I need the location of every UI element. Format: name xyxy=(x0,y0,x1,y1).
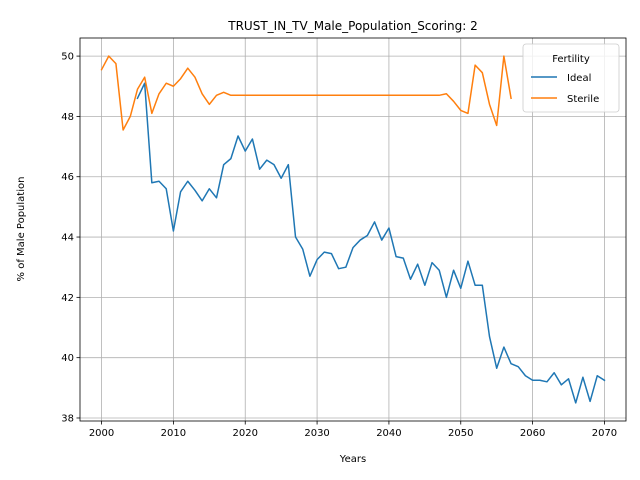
x-tick-label: 2020 xyxy=(233,428,258,439)
y-tick-label: 42 xyxy=(61,293,74,304)
legend: Fertility Ideal Sterile xyxy=(522,43,620,113)
y-axis: 38 40 42 44 46 48 50 xyxy=(61,52,80,424)
series-lines xyxy=(100,55,606,404)
x-tick-label: 2070 xyxy=(592,428,617,439)
x-tick-label: 2000 xyxy=(89,428,114,439)
legend-box xyxy=(522,43,620,113)
y-tick-label: 40 xyxy=(61,353,74,364)
chart-title: TRUST_IN_TV_Male_Population_Scoring: 2 xyxy=(227,19,477,33)
y-axis-label: % of Male Population xyxy=(16,177,27,282)
x-axis-label: Years xyxy=(339,454,366,465)
y-tick-label: 50 xyxy=(61,52,74,63)
x-tick-label: 2050 xyxy=(448,428,473,439)
series-line-sterile xyxy=(100,55,512,131)
series-line-ideal xyxy=(136,82,606,404)
plot-frame xyxy=(79,37,627,422)
legend-label-ideal: Ideal xyxy=(567,73,591,84)
x-tick-label: 2040 xyxy=(376,428,401,439)
x-axis: 2000 2010 2020 2030 2040 2050 2060 2070 xyxy=(89,421,617,439)
y-tick-label: 44 xyxy=(61,233,74,244)
y-tick-label: 46 xyxy=(61,172,74,183)
x-tick-label: 2060 xyxy=(520,428,545,439)
x-tick-label: 2010 xyxy=(161,428,186,439)
legend-label-sterile: Sterile xyxy=(567,94,599,105)
y-tick-label: 38 xyxy=(61,413,74,424)
legend-title: Fertility xyxy=(552,54,590,65)
y-tick-label: 48 xyxy=(61,112,74,123)
x-tick-label: 2030 xyxy=(304,428,329,439)
